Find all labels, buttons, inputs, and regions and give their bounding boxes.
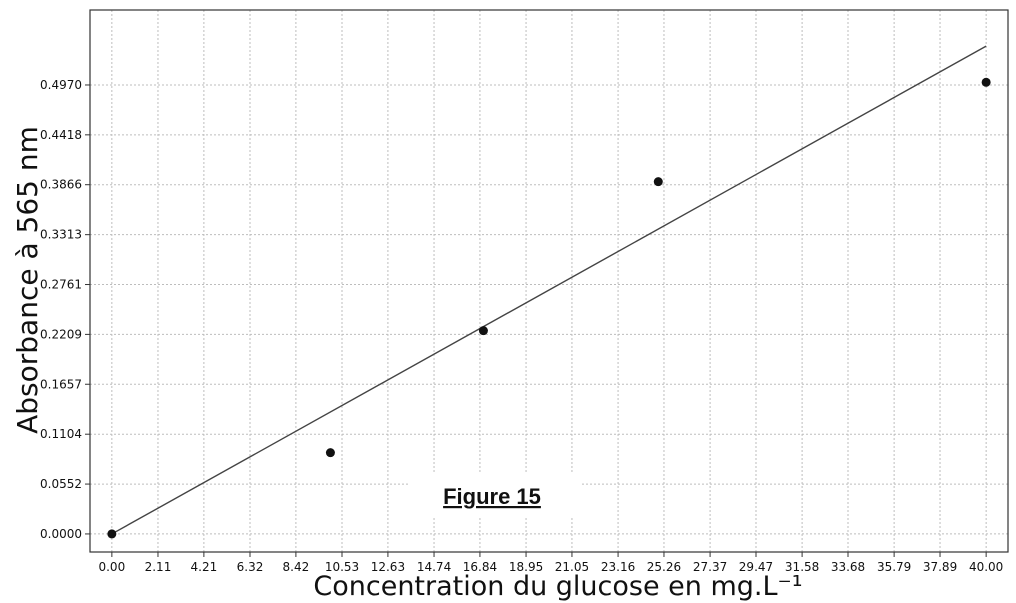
x-tick-label: 18.95 <box>509 560 543 574</box>
y-tick-label: 0.3313 <box>40 228 82 242</box>
x-tick-label: 25.26 <box>647 560 681 574</box>
x-tick-label: 37.89 <box>923 560 957 574</box>
annotation-background <box>410 474 582 518</box>
y-tick-label: 0.3866 <box>40 178 82 192</box>
x-tick-label: 8.42 <box>283 560 310 574</box>
y-axis-label: Absorbance à 565 nm <box>11 126 44 434</box>
fit-line <box>111 45 987 535</box>
x-tick-label: 40.00 <box>969 560 1003 574</box>
y-tick-label: 0.0552 <box>40 477 82 491</box>
x-tick-label: 35.79 <box>877 560 911 574</box>
x-tick-label: 16.84 <box>463 560 497 574</box>
x-tick-label: 31.58 <box>785 560 819 574</box>
y-tick-label: 0.2761 <box>40 278 82 292</box>
x-tick-label: 21.05 <box>555 560 589 574</box>
x-tick-label: 2.11 <box>145 560 172 574</box>
x-axis-label: Concentration du glucose en mg.L⁻¹ <box>313 571 802 602</box>
x-tick-labels: 0.00 2.11 4.21 6.32 8.42 10.53 12.63 14.74 16.84… <box>98 552 1003 574</box>
grid <box>90 10 1008 552</box>
data-point <box>107 529 117 539</box>
x-tick-label: 10.53 <box>325 560 359 574</box>
x-tick-label: 14.74 <box>417 560 451 574</box>
y-tick-label: 0.1657 <box>40 377 82 391</box>
data-point <box>325 448 335 458</box>
x-tick-label: 4.21 <box>191 560 218 574</box>
x-tick-label: 6.32 <box>237 560 264 574</box>
data-point <box>653 177 663 187</box>
y-tick-label: 0.0000 <box>40 527 82 541</box>
y-tick-label: 0.1104 <box>40 427 82 441</box>
figure-annotation: Figure 15 <box>443 484 541 509</box>
plot-frame <box>89 9 1009 553</box>
x-tick-label: 27.37 <box>693 560 727 574</box>
x-tick-label: 0.00 <box>98 560 125 574</box>
y-tick-label: 0.4970 <box>40 78 82 92</box>
data-point <box>478 326 488 336</box>
y-tick-label: 0.4418 <box>40 128 82 142</box>
data-point <box>981 77 991 87</box>
x-tick-label: 23.16 <box>601 560 635 574</box>
regression-line <box>111 45 987 535</box>
data-points <box>107 77 991 539</box>
y-tick-labels: 0.0000 0.0552 0.1104 0.1657 0.2209 0.2761 0.33… <box>40 78 90 541</box>
x-tick-label: 33.68 <box>831 560 865 574</box>
y-tick-label: 0.2209 <box>40 327 82 341</box>
x-tick-label: 12.63 <box>371 560 405 574</box>
x-tick-label: 29.47 <box>739 560 773 574</box>
